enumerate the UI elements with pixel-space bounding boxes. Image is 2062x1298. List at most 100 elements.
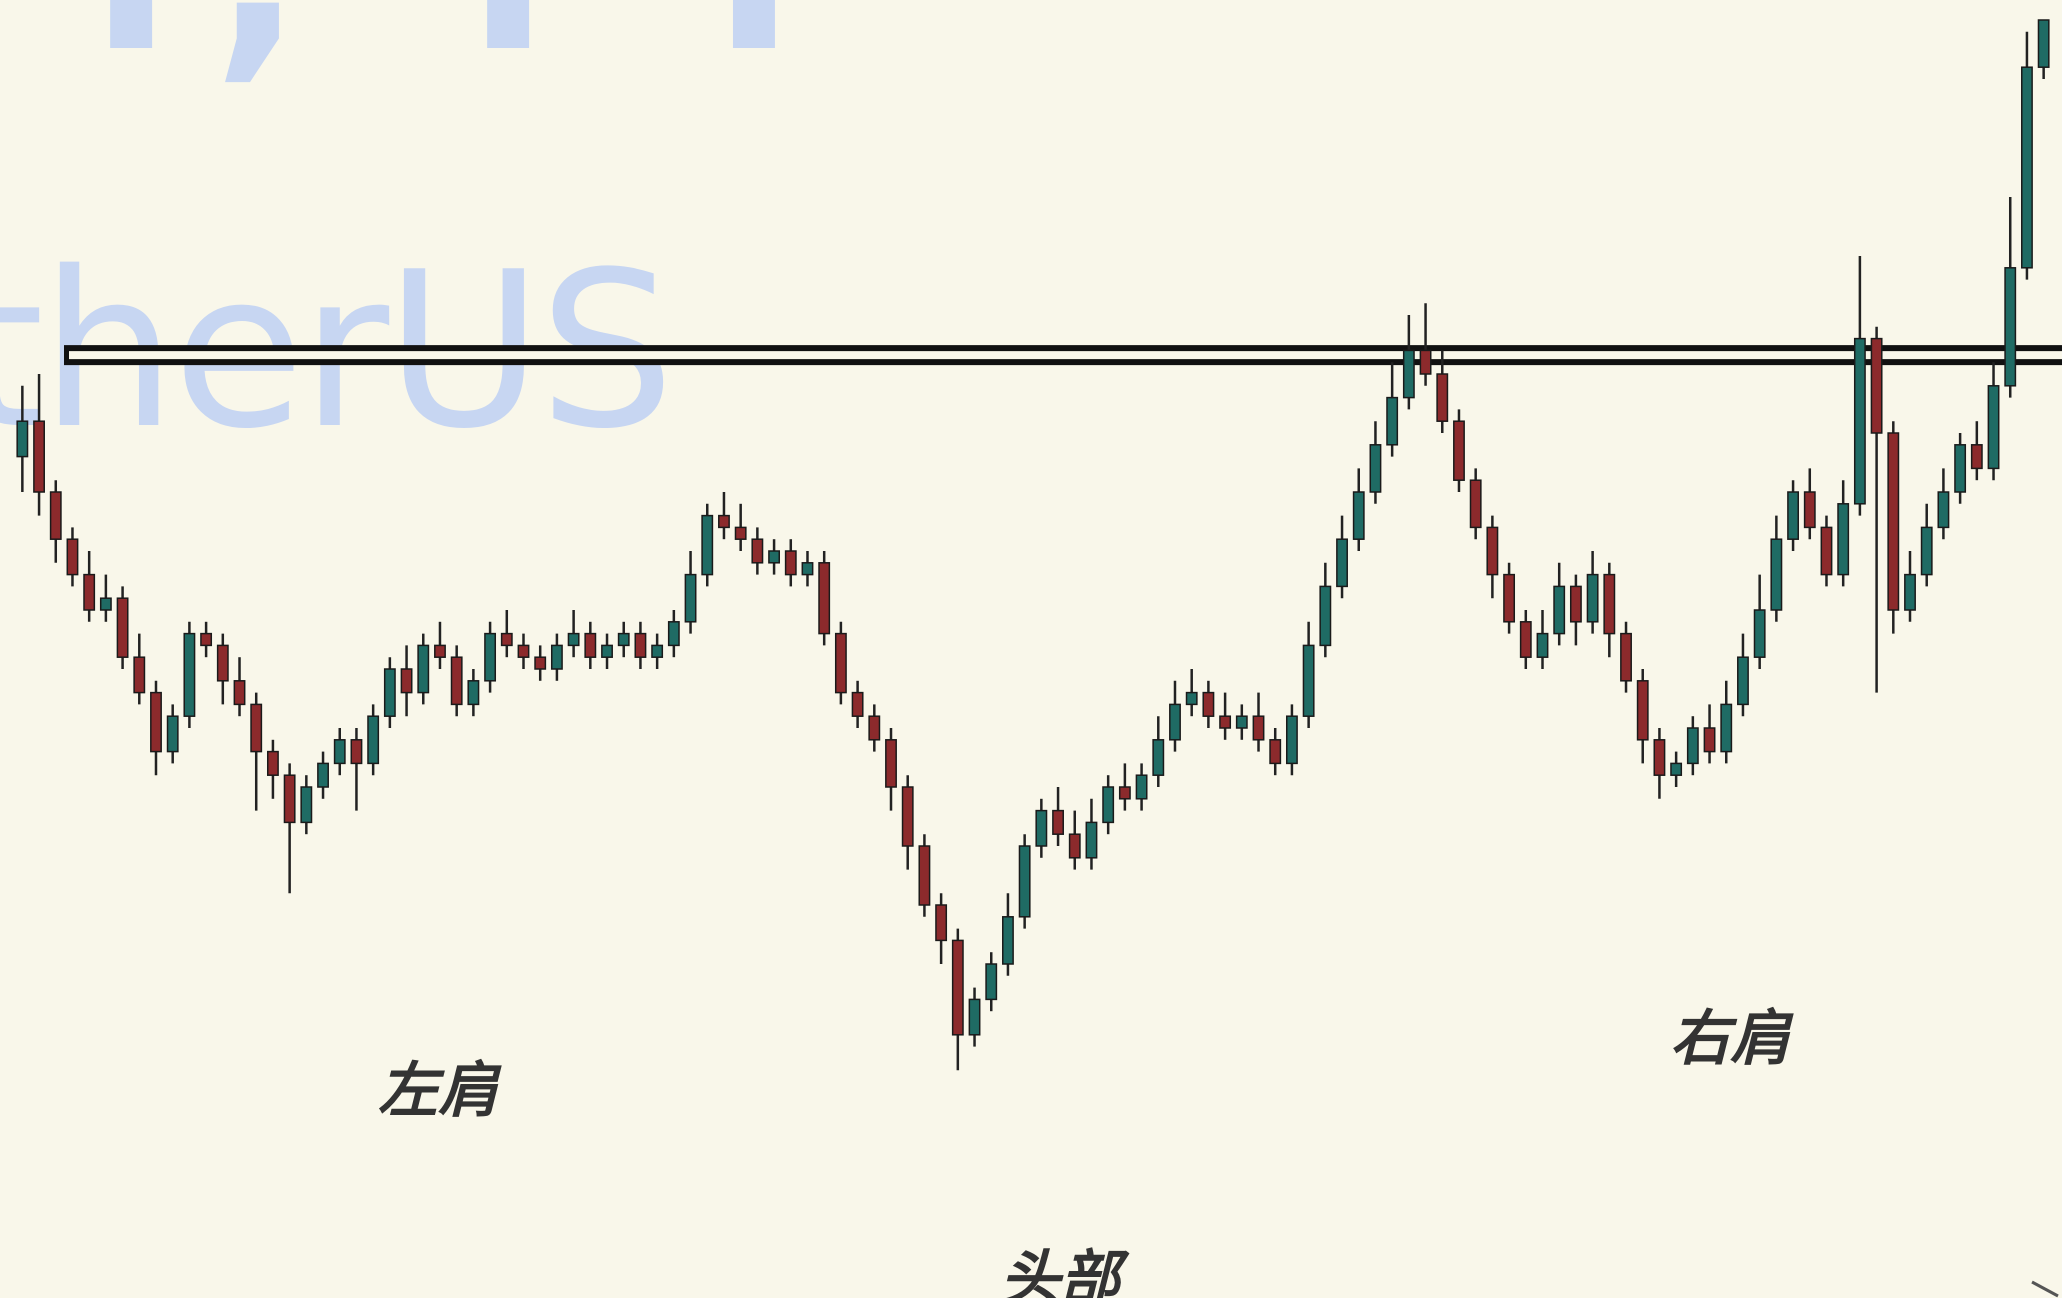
candle-body-up xyxy=(417,644,430,694)
candle-body-up xyxy=(968,998,981,1036)
candle xyxy=(1920,503,1933,587)
candle-body-down xyxy=(918,845,931,906)
candle-body-up xyxy=(1753,609,1766,658)
candle xyxy=(684,551,697,634)
candle-body-down xyxy=(1269,739,1282,765)
candle xyxy=(1419,303,1432,386)
candle-body-down xyxy=(784,550,797,576)
candle xyxy=(935,893,948,964)
candle-body-up xyxy=(1920,526,1933,576)
candle-body-down xyxy=(350,739,363,765)
candle xyxy=(1469,468,1482,540)
neckline xyxy=(64,345,2062,366)
candle-body-up xyxy=(2037,19,2050,68)
candle xyxy=(1620,621,1632,693)
candle-body-up xyxy=(601,644,613,658)
candle xyxy=(1653,728,1666,799)
candle-body-down xyxy=(1503,573,1516,623)
candle-body-up xyxy=(16,420,29,458)
candle-body-down xyxy=(951,939,964,1036)
candle-body-down xyxy=(266,750,279,776)
candle-body-down xyxy=(1419,349,1432,375)
candle xyxy=(116,586,129,669)
candle-body-down xyxy=(1252,715,1265,741)
candle-body-down xyxy=(634,632,647,658)
candle xyxy=(751,527,764,575)
candle xyxy=(1586,551,1599,634)
candle xyxy=(1068,810,1081,870)
candle-body-up xyxy=(1787,491,1800,540)
candle xyxy=(1035,798,1048,858)
candle-body-down xyxy=(1703,727,1716,753)
candle-body-up xyxy=(1169,703,1181,741)
candle xyxy=(617,621,630,658)
candle xyxy=(317,751,329,799)
candle-body-up xyxy=(1285,715,1298,765)
candle-body-down xyxy=(517,644,530,658)
candle-body-down xyxy=(1118,786,1131,800)
candle-body-up xyxy=(1035,809,1048,847)
candle xyxy=(968,987,981,1047)
candle-body-down xyxy=(534,656,547,670)
candle-body-up xyxy=(1402,349,1415,399)
candle xyxy=(1369,421,1382,504)
candle xyxy=(83,551,96,622)
candle-body-down xyxy=(250,703,263,753)
candle-body-up xyxy=(617,632,630,647)
candle xyxy=(1118,763,1131,811)
candle xyxy=(851,680,864,728)
candle-body-up xyxy=(166,715,179,753)
candle xyxy=(1152,716,1165,787)
candle-body-up xyxy=(1987,385,2000,470)
candle xyxy=(300,775,313,835)
candle xyxy=(701,503,714,587)
candle xyxy=(383,657,396,728)
candle-body-down xyxy=(216,644,229,682)
candle-body-down xyxy=(901,786,914,847)
candle xyxy=(1436,350,1449,433)
candle-body-up xyxy=(550,644,563,670)
candle xyxy=(1569,574,1582,646)
candle-body-up xyxy=(1102,786,1115,824)
candle xyxy=(1837,480,1850,587)
candle xyxy=(450,645,463,717)
candle-body-up xyxy=(768,550,781,564)
candle xyxy=(216,633,229,705)
candle-body-up xyxy=(1235,715,1248,729)
candle xyxy=(1486,515,1499,599)
candle xyxy=(434,621,446,669)
candle-body-up xyxy=(1553,585,1566,635)
candle-body-down xyxy=(1870,337,1883,434)
candle xyxy=(1503,562,1516,634)
candle xyxy=(2004,197,2017,398)
candle xyxy=(200,621,213,658)
candle xyxy=(49,480,62,563)
candle xyxy=(901,775,914,870)
candle-body-down xyxy=(116,597,129,658)
candle-body-down xyxy=(818,562,831,635)
candle-body-up xyxy=(1386,396,1399,446)
candle-body-up xyxy=(1720,703,1733,753)
candle xyxy=(1169,680,1181,752)
candle-body-down xyxy=(1436,373,1449,422)
candle-body-down xyxy=(49,491,62,540)
candle-body-up xyxy=(1319,585,1332,647)
candle-body-down xyxy=(83,573,96,611)
candle-body-up xyxy=(985,963,998,1001)
candle xyxy=(1853,256,1866,516)
candle-body-up xyxy=(1586,573,1599,623)
candle xyxy=(1603,562,1616,658)
candle-body-down xyxy=(1820,526,1833,576)
candle-body-up xyxy=(1770,538,1783,611)
candle-body-down xyxy=(200,632,213,647)
candle-body-down xyxy=(868,715,881,741)
candle-body-down xyxy=(885,739,897,788)
candle xyxy=(1052,787,1064,846)
candle-body-down xyxy=(1569,585,1582,623)
candle xyxy=(150,680,162,776)
candle-body-down xyxy=(450,656,463,706)
candle xyxy=(1285,704,1298,776)
candle-body-down xyxy=(851,691,864,717)
candle-body-up xyxy=(1018,845,1031,918)
